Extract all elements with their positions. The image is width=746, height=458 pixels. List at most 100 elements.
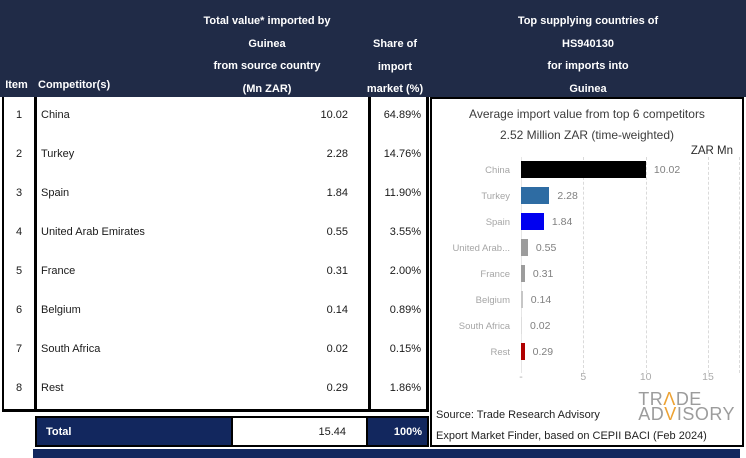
chart-bar [521, 291, 523, 308]
chart-title: Average import value from top 6 competit… [469, 107, 705, 121]
chart-panel-title-block: Top supplying countries of HS940130 for … [432, 10, 744, 100]
source-text-line2: Export Market Finder, based on CEPII BAC… [436, 430, 707, 442]
chart-bar [521, 317, 522, 334]
table-cell-share: 0.89% [368, 292, 426, 331]
table-cell-item: 6 [4, 292, 37, 331]
column-header-item: Item [5, 79, 28, 91]
column-header-share-line1: Share of [372, 38, 417, 50]
table-cell-value: 0.02 [326, 343, 348, 355]
table-cell-competitor: Turkey [41, 148, 75, 160]
table-cell-competitor: China [41, 109, 70, 121]
table-cell-item: 8 [4, 370, 37, 409]
table-cell-share: 3.55% [368, 214, 426, 253]
chart-x-tick-label: - [519, 371, 523, 383]
table-row: 6 Belgium 0.14 0.89% [4, 292, 426, 331]
chart-category-label: China [485, 164, 510, 176]
chart-bar-track: 2.28 [521, 183, 742, 209]
chart-bar-track: 1.84 [521, 209, 742, 235]
chart-x-tick-label: 15 [702, 371, 714, 383]
bar-chart-panel: Average import value from top 6 competit… [430, 97, 744, 447]
chart-axis-unit-label: ZAR Mn [690, 145, 733, 157]
chart-bar-track: 0.14 [521, 287, 742, 313]
total-row-spacer [2, 416, 35, 447]
chart-bar [521, 213, 544, 230]
total-label-cell: Total [35, 416, 231, 447]
chart-bar [521, 161, 646, 178]
table-row: 2 Turkey 2.28 14.76% [4, 136, 426, 175]
chart-panel-title-line3: for imports into [547, 60, 629, 72]
chart-bar-row: Spain 1.84 [432, 209, 742, 235]
competitor-table: 1 China 10.02 64.89% 2 Turkey 2.28 14.76% 3 Spain… [2, 97, 429, 412]
chart-category-label: Turkey [481, 190, 510, 202]
chart-category-label: France [480, 268, 510, 280]
total-value-cell: 15.44 [231, 416, 368, 447]
table-cell-item: 5 [4, 253, 37, 292]
chart-bar-row: Rest 0.29 [432, 339, 742, 365]
chart-bar-row: China 10.02 [432, 157, 742, 183]
chart-bar-row: United Arab... 0.55 [432, 235, 742, 261]
chart-panel-title-line1: Top supplying countries of [517, 15, 659, 27]
table-cell-competitor: United Arab Emirates [41, 226, 145, 238]
chart-value-label: 2.28 [557, 190, 578, 202]
chart-gridline [707, 157, 709, 373]
chart-panel-title-line2: HS940130 [562, 37, 614, 50]
chart-bar-row: France 0.31 [432, 261, 742, 287]
table-cell-share: 2.00% [368, 253, 426, 292]
table-cell-item: 2 [4, 136, 37, 175]
column-header-total-value-line4: (Mn ZAR) [242, 82, 292, 95]
table-cell-share: 1.86% [368, 370, 426, 409]
chart-x-tick-label: 10 [639, 371, 652, 383]
table-cell-value: 0.29 [326, 382, 348, 394]
chart-subtitle: 2.52 Million ZAR (time-weighted) [499, 128, 675, 142]
total-share-cell: 100% [368, 416, 429, 447]
chart-category-label: Spain [485, 216, 510, 228]
chart-category-label: South Africa [458, 320, 510, 332]
chart-bar-track: 0.55 [521, 235, 742, 261]
logo-v-accent: V [664, 404, 677, 424]
chart-plot-area: China 10.02 Turkey 2.28 Spain 1.84 United Arab… [432, 157, 742, 365]
chart-value-label: 0.29 [532, 346, 554, 358]
chart-bar-track: 0.29 [521, 339, 742, 365]
table-cell-share: 11.90% [368, 175, 426, 214]
table-cell-competitor: France [41, 265, 76, 277]
table-cell-item: 1 [4, 97, 37, 136]
table-cell-competitor: Belgium [41, 304, 81, 316]
source-text-line1: Source: Trade Research Advisory [436, 409, 600, 421]
chart-value-label: 0.55 [535, 242, 557, 254]
table-cell-item: 7 [4, 331, 37, 370]
logo-caret-accent: Λ [663, 389, 676, 409]
chart-bar [521, 265, 525, 282]
table-cell-share: 64.89% [368, 97, 426, 136]
column-header-share-line3: market (%) [366, 83, 424, 95]
chart-value-label: 0.02 [530, 320, 551, 332]
column-header-total-value-line2: Guinea [248, 37, 286, 50]
table-cell-value: 0.14 [326, 304, 348, 316]
chart-bar [521, 239, 528, 256]
table-cell-item: 4 [4, 214, 37, 253]
chart-value-label: 1.84 [551, 216, 573, 228]
table-cell-competitor: South Africa [41, 343, 101, 355]
table-cell-share: 0.15% [368, 331, 426, 370]
chart-category-label: Belgium [475, 294, 510, 306]
chart-gridline [645, 157, 647, 373]
chart-gridline [739, 157, 741, 373]
table-total-row: Total 15.44 100% [2, 416, 429, 447]
column-header-total-value: Total value* imported by Guinea from sou… [168, 10, 366, 100]
chart-category-label: Rest [490, 346, 510, 358]
chart-bar-track: 10.02 [521, 157, 742, 183]
column-header-share-line2: import [377, 60, 413, 73]
table-cell-value: 0.55 [326, 226, 348, 238]
table-cell-share: 14.76% [368, 136, 426, 175]
table-row: 5 France 0.31 2.00% [4, 253, 426, 292]
chart-bar [521, 187, 550, 204]
chart-bar-row: South Africa 0.02 [432, 313, 742, 339]
logo-line2: ADVISORY [638, 404, 735, 424]
chart-bar-row: Belgium 0.14 [432, 287, 742, 313]
chart-bar-track: 0.31 [521, 261, 742, 287]
table-cell-value: 1.84 [326, 187, 348, 199]
chart-gridline [583, 157, 585, 373]
table-row: 7 South Africa 0.02 0.15% [4, 331, 426, 370]
table-cell-value: 2.28 [326, 148, 348, 160]
table-row: 3 Spain 1.84 11.90% [4, 175, 426, 214]
